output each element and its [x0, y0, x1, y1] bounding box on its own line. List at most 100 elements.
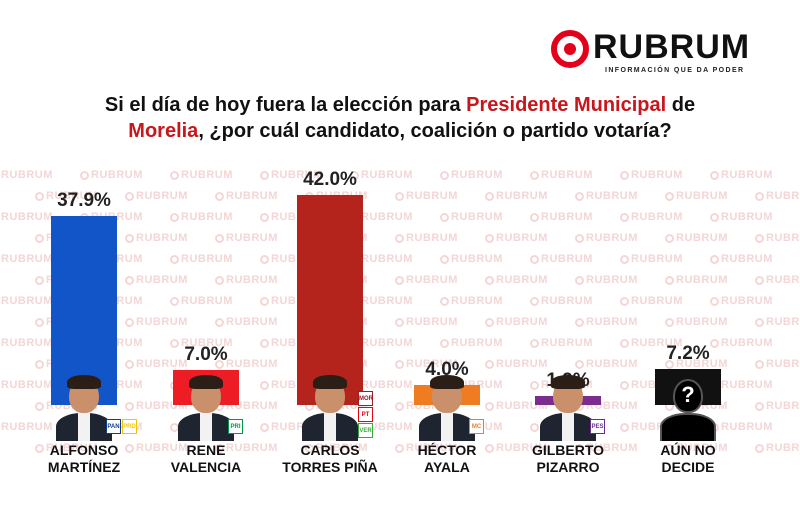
watermark-text: RUBRUM: [125, 316, 188, 328]
value-label: 4.0%: [425, 359, 469, 380]
watermark-text: RUBRUM: [260, 169, 323, 181]
watermark-text: RUBRUM: [575, 190, 638, 202]
question-part1: Si el día de hoy fuera la elección para: [104, 94, 467, 116]
undecided-silhouette-icon: ?: [656, 375, 720, 441]
watermark-text: RUBRUM: [125, 232, 188, 244]
watermark-text: RUBRUM: [755, 190, 800, 202]
watermark-text: RUBRUM: [395, 316, 458, 328]
watermark-text: RUBRUM: [395, 232, 458, 244]
watermark-text: RUBRUM: [710, 421, 773, 433]
watermark-text: RUBRUM: [440, 211, 503, 223]
watermark-text: RUBRUM: [620, 295, 683, 307]
watermark-text: RUBRUM: [215, 274, 278, 286]
party-logo-pt-icon: PT: [358, 407, 373, 422]
candidate-name-line: CARLOS: [300, 442, 360, 458]
watermark-text: RUBRUM: [215, 358, 278, 370]
watermark-text: RUBRUM: [620, 337, 683, 349]
watermark-text: RUBRUM: [530, 169, 593, 181]
watermark-text: RUBRUM: [575, 232, 638, 244]
watermark-text: RUBRUM: [170, 169, 233, 181]
candidate-name-line: AÚN NO: [660, 442, 716, 458]
watermark-text: RUBRUM: [710, 379, 773, 391]
watermark-text: RUBRUM: [575, 358, 638, 370]
party-logo-pes-icon: PES: [590, 419, 605, 434]
watermark-text: RUBRUM: [350, 421, 413, 433]
watermark-text: RUBRUM: [485, 232, 548, 244]
watermark-text: RUBRUM: [665, 316, 728, 328]
watermark-text: RUBRUM: [665, 232, 728, 244]
value-label: 7.2%: [666, 343, 710, 364]
watermark-text: RUBRUM: [350, 253, 413, 265]
watermark-text: RUBRUM: [755, 316, 800, 328]
watermark-text: RUBRUM: [665, 190, 728, 202]
watermark-text: RUBRUM: [80, 169, 143, 181]
party-logo-verde-icon: VER: [358, 423, 373, 438]
watermark-text: RUBRUM: [0, 421, 53, 433]
watermark-text: RUBRUM: [485, 316, 548, 328]
watermark-text: RUBRUM: [710, 169, 773, 181]
candidate-name-line: DECIDE: [661, 459, 715, 475]
watermark-text: RUBRUM: [0, 379, 53, 391]
watermark-text: RUBRUM: [395, 274, 458, 286]
watermark-text: RUBRUM: [530, 253, 593, 265]
watermark-text: RUBRUM: [620, 211, 683, 223]
watermark-text: RUBRUM: [575, 274, 638, 286]
watermark-text: RUBRUM: [395, 442, 458, 454]
watermark-text: RUBRUM: [0, 337, 53, 349]
watermark-text: RUBRUM: [125, 274, 188, 286]
watermark-text: RUBRUM: [350, 169, 413, 181]
watermark-text: RUBRUM: [530, 211, 593, 223]
candidate-name: AÚN NO DECIDE: [628, 442, 748, 476]
candidate-name-line: VALENCIA: [170, 459, 242, 475]
question-highlight-city: Morelia: [128, 120, 199, 142]
logo-target-icon: [551, 30, 589, 68]
watermark-text: RUBRUM: [485, 190, 548, 202]
party-logo-mc-icon: MC: [469, 419, 484, 434]
watermark-text: RUBRUM: [125, 358, 188, 370]
party-logo-pan-icon: PAN: [106, 419, 121, 434]
watermark-text: RUBRUM: [575, 316, 638, 328]
watermark-text: RUBRUM: [440, 295, 503, 307]
watermark-text: RUBRUM: [350, 337, 413, 349]
candidate-name: HÉCTOR AYALA: [387, 442, 507, 476]
candidate-photo: [536, 375, 600, 441]
candidate-name-line: TORRES PIÑA: [282, 459, 378, 475]
question-part3: , ¿por cuál candidato, coalición o parti…: [198, 120, 672, 142]
value-label: 42.0%: [303, 169, 357, 190]
watermark-text: RUBRUM: [170, 337, 233, 349]
watermark-text: RUBRUM: [215, 190, 278, 202]
watermark-text: RUBRUM: [305, 442, 368, 454]
party-logo-pri-icon: PRI: [228, 419, 243, 434]
watermark-text: RUBRUM: [710, 295, 773, 307]
watermark-text: RUBRUM: [710, 211, 773, 223]
watermark-text: RUBRUM: [35, 190, 98, 202]
watermark-text: RUBRUM: [35, 442, 98, 454]
watermark-text: RUBRUM: [530, 295, 593, 307]
candidate-name: RENE VALENCIA: [146, 442, 266, 476]
candidate-name: CARLOS TORRES PIÑA: [270, 442, 390, 476]
watermark-text: RUBRUM: [755, 232, 800, 244]
watermark-text: RUBRUM: [485, 274, 548, 286]
watermark-text: RUBRUM: [665, 358, 728, 370]
watermark-text: RUBRUM: [0, 211, 53, 223]
watermark-text: RUBRUM: [485, 442, 548, 454]
watermark-text: RUBRUM: [125, 442, 188, 454]
party-logo-prd-icon: PRD: [122, 419, 137, 434]
survey-question: Si el día de hoy fuera la elección para …: [30, 92, 770, 144]
candidate-name-line: ALFONSO: [49, 442, 119, 458]
value-label: 7.0%: [184, 344, 228, 365]
watermark-text: RUBRUM: [0, 253, 53, 265]
watermark-text: RUBRUM: [350, 379, 413, 391]
watermark-text: RUBRUM: [170, 211, 233, 223]
bar-1: [51, 215, 117, 405]
watermark-text: RUBRUM: [440, 337, 503, 349]
watermark-text: RUBRUM: [440, 169, 503, 181]
candidate-photo: [415, 375, 479, 441]
watermark-text: RUBRUM: [0, 295, 53, 307]
watermark-text: RUBRUM: [350, 211, 413, 223]
watermark-text: RUBRUM: [350, 295, 413, 307]
candidate-photo: [298, 375, 362, 441]
watermark-text: RUBRUM: [215, 442, 278, 454]
rubrum-logo: RUBRUM INFORMACIÓN QUE DA PODER: [551, 28, 766, 76]
candidate-name-line: PIZARRO: [536, 459, 600, 475]
